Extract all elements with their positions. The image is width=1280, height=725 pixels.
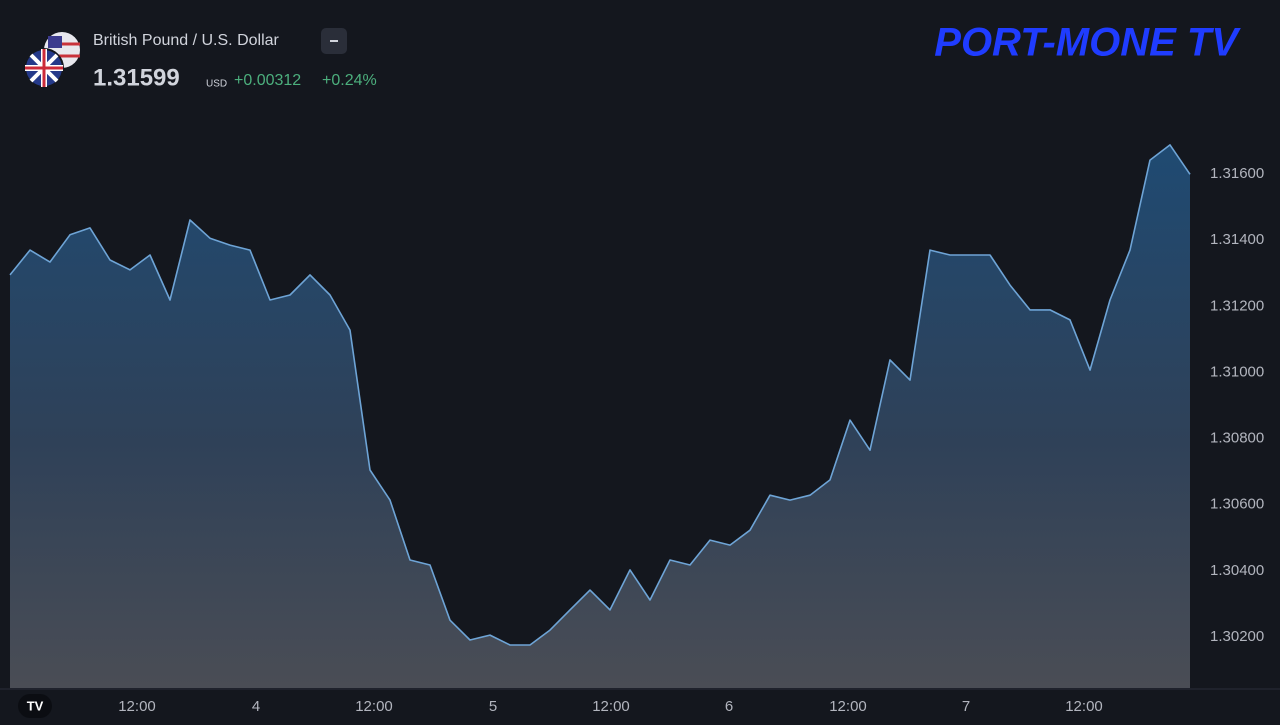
change: +0.00312 — [234, 72, 301, 89]
y-tick-label: 1.30400 — [1210, 562, 1264, 579]
y-tick-label: 1.30800 — [1210, 430, 1264, 447]
us-flag-canton — [48, 36, 62, 48]
x-tick-label: 7 — [962, 698, 970, 715]
y-tick-label: 1.31400 — [1210, 231, 1264, 248]
change-percent: +0.24% — [322, 72, 377, 89]
pair-name: British Pound / U.S. Dollar — [93, 32, 280, 49]
x-tick-label: 12:00 — [118, 698, 156, 715]
brand-logo: PORT-MONE TV — [934, 21, 1241, 65]
tv-logo[interactable] — [18, 694, 52, 718]
x-tick-label: 4 — [252, 698, 260, 715]
x-tick-label: 6 — [725, 698, 733, 715]
y-tick-label: 1.30600 — [1210, 496, 1264, 513]
y-tick-label: 1.31600 — [1210, 165, 1264, 182]
y-tick-label: 1.30200 — [1210, 628, 1264, 645]
y-tick-label: 1.31200 — [1210, 297, 1264, 314]
x-tick-label: 5 — [489, 698, 497, 715]
x-tick-label: 12:00 — [355, 698, 393, 715]
x-tick-label: 12:00 — [1065, 698, 1103, 715]
price: 1.31599 — [93, 64, 180, 91]
price-line — [9, 144, 1191, 646]
flags — [24, 32, 80, 88]
currency: USD — [206, 79, 227, 90]
y-tick-label: 1.31000 — [1210, 363, 1264, 380]
plot — [9, 144, 1191, 688]
tv-logo-text: TV — [27, 698, 44, 713]
x-tick-label: 12:00 — [592, 698, 630, 715]
x-tick-label: 12:00 — [829, 698, 867, 715]
